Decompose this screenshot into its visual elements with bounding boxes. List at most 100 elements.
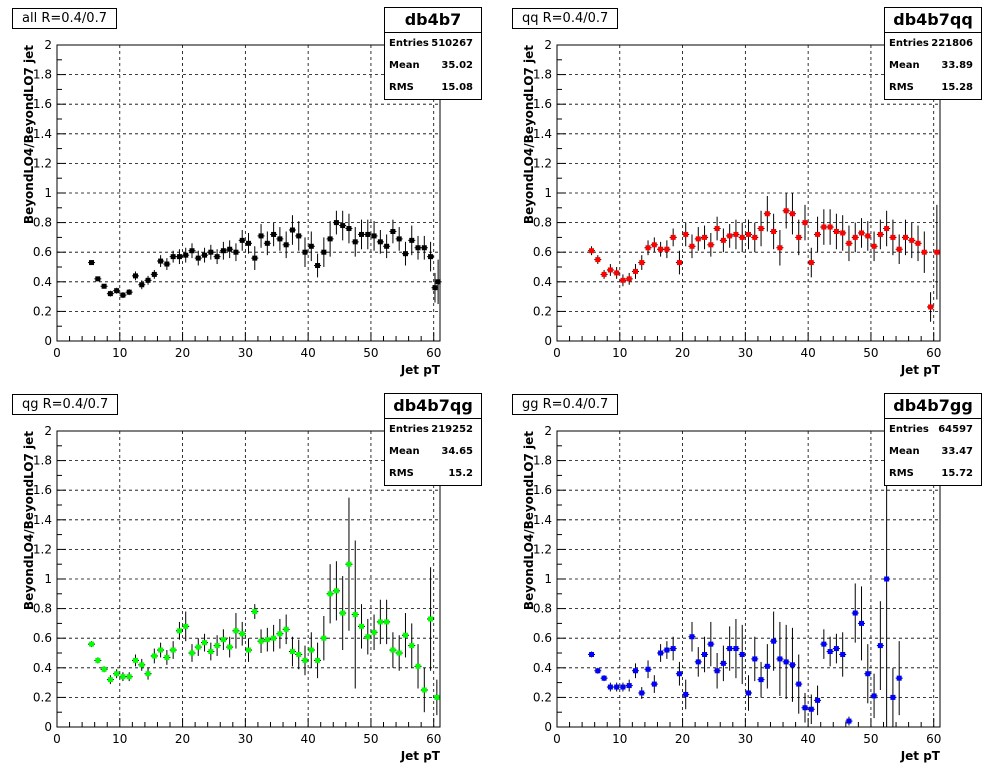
data-point (409, 643, 415, 649)
data-point (871, 693, 877, 699)
data-point (664, 246, 670, 252)
data-point (902, 234, 908, 240)
data-point (595, 257, 601, 263)
data-point (428, 254, 434, 260)
data-point (377, 619, 383, 625)
y-tick-label: 0 (544, 720, 552, 734)
data-point (315, 657, 321, 663)
y-tick-label: 1.2 (533, 156, 552, 170)
data-point (614, 684, 620, 690)
data-point (607, 267, 613, 273)
data-point (132, 273, 138, 279)
data-point (714, 226, 720, 232)
data-point (89, 260, 95, 266)
x-tick-label: 0 (553, 732, 561, 746)
data-point (589, 248, 595, 254)
y-tick-label: 1.4 (533, 513, 552, 527)
data-point (890, 234, 896, 240)
rms-value: 15.28 (941, 82, 973, 93)
x-axis-label: Jet pT (900, 749, 941, 763)
data-point (233, 628, 239, 634)
x-tick-label: 10 (612, 732, 627, 746)
stats-box: db4b7 Entries 510267 Mean 35.02 RMS 15.08 (384, 7, 482, 100)
data-point (789, 662, 795, 668)
rms-value: 15.08 (441, 82, 473, 93)
data-point (402, 632, 408, 638)
y-tick-label: 0.4 (533, 275, 552, 289)
data-point (289, 649, 295, 655)
y-tick-label: 0.8 (533, 602, 552, 616)
data-point (183, 623, 189, 629)
y-axis-label: BeyondLO4/BeyondLO7 jet (522, 431, 536, 610)
y-tick-label: 1.4 (33, 513, 52, 527)
y-tick-label: 1.2 (33, 156, 52, 170)
y-tick-label: 0 (44, 334, 52, 348)
data-point (384, 243, 390, 249)
data-point (896, 675, 902, 681)
data-point (283, 242, 289, 248)
x-tick-label: 40 (801, 346, 816, 360)
data-point (840, 651, 846, 657)
x-tick-label: 30 (738, 346, 753, 360)
y-tick-label: 0.6 (533, 245, 552, 259)
data-point (264, 240, 270, 246)
data-point (783, 208, 789, 214)
data-point (752, 234, 758, 240)
rms-label: RMS (889, 468, 914, 479)
x-tick-label: 50 (363, 732, 378, 746)
data-point (308, 243, 314, 249)
y-tick-label: 0.6 (33, 245, 52, 259)
data-point (352, 612, 358, 618)
y-tick-label: 0 (44, 720, 52, 734)
rms-label: RMS (889, 82, 914, 93)
data-point (321, 635, 327, 641)
data-point (164, 261, 170, 267)
chart-title: qg R=0.4/0.7 (12, 394, 119, 415)
y-tick-label: 1.2 (33, 542, 52, 556)
x-tick-label: 30 (738, 732, 753, 746)
data-point (852, 234, 858, 240)
data-point (377, 239, 383, 245)
chart-qq: 00.20.40.60.811.21.41.61.820 10 20 30 40 50 60… (522, 38, 941, 377)
data-point (321, 249, 327, 255)
y-tick-label: 1.8 (33, 68, 52, 82)
data-point (764, 663, 770, 669)
data-point (145, 277, 151, 283)
x-tick-label: 10 (112, 732, 127, 746)
data-point (233, 249, 239, 255)
stats-mean-row: Mean 33.47 (885, 441, 981, 463)
data-point (95, 657, 101, 663)
data-point (271, 231, 277, 237)
hist-name: db4b7qg (385, 394, 481, 419)
data-point (107, 291, 113, 297)
y-tick-label: 1.6 (33, 97, 52, 111)
data-point (258, 638, 264, 644)
entries-value: 221806 (931, 38, 973, 49)
entries-label: Entries (889, 38, 929, 49)
data-point (632, 268, 638, 274)
data-point (783, 659, 789, 665)
y-tick-label: 1.6 (533, 97, 552, 111)
data-point (145, 671, 151, 677)
y-tick-label: 1.2 (533, 542, 552, 556)
data-point (884, 226, 890, 232)
data-point (384, 619, 390, 625)
data-point (151, 271, 157, 277)
mean-value: 33.89 (941, 60, 973, 71)
data-point (170, 254, 176, 260)
data-point (327, 591, 333, 597)
data-point (252, 609, 258, 615)
data-point (107, 677, 113, 683)
data-point (752, 656, 758, 662)
data-point (651, 681, 657, 687)
data-point (89, 641, 95, 647)
data-point (852, 610, 858, 616)
data-point (371, 233, 377, 239)
data-point (220, 248, 226, 254)
x-tick-label: 30 (238, 346, 253, 360)
data-point (658, 650, 664, 656)
y-tick-label: 1.8 (533, 68, 552, 82)
data-point (771, 638, 777, 644)
data-point (195, 255, 201, 261)
data-point (302, 657, 308, 663)
